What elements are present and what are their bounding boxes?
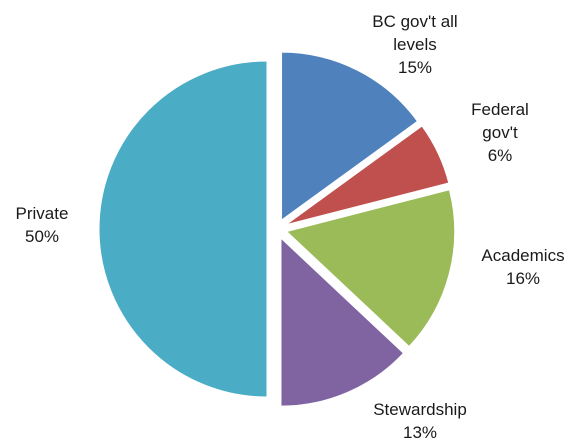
label-federal-govt: Federal gov't 6% bbox=[471, 100, 529, 165]
pie-slice-private bbox=[98, 60, 268, 398]
label-stewardship: Stewardship 13% bbox=[373, 400, 467, 442]
label-academics: Academics 16% bbox=[481, 246, 565, 288]
label-bc-govt: BC gov't all levels 15% bbox=[372, 12, 458, 77]
pie-slice-bc-gov-t-all-levels bbox=[281, 51, 419, 222]
label-private: Private 50% bbox=[15, 204, 69, 246]
pie-slice-federal-gov-t bbox=[285, 125, 450, 226]
pie-slice-academics bbox=[285, 189, 456, 348]
pie-slice-stewardship bbox=[280, 237, 405, 407]
